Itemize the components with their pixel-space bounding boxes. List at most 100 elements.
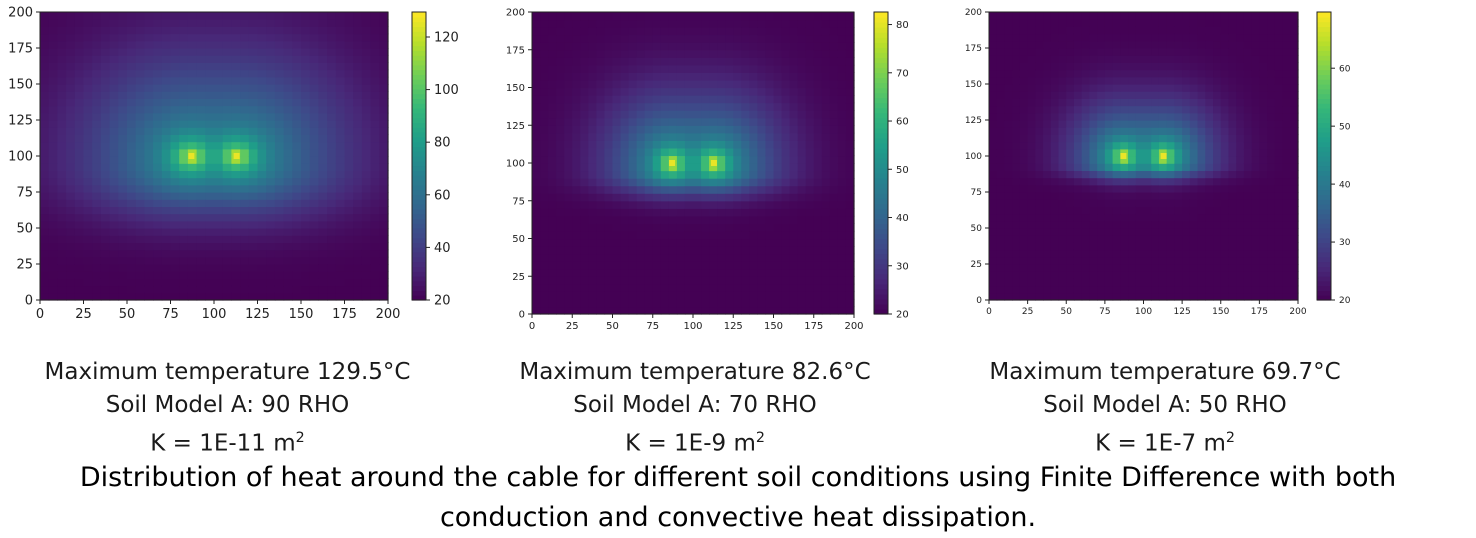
heatmap-cell xyxy=(1027,33,1036,42)
heatmap-cell xyxy=(83,235,93,243)
heatmap-cell xyxy=(170,242,180,251)
heatmap-cell xyxy=(327,84,337,92)
heatmap-cell xyxy=(996,55,1006,63)
heatmap-cell xyxy=(572,102,581,111)
heatmap-cell xyxy=(1035,98,1044,107)
heatmap-cell xyxy=(709,64,718,73)
heatmap-cell xyxy=(1128,40,1137,49)
heatmap-cell xyxy=(684,283,694,292)
heatmap-cell xyxy=(379,184,389,193)
heatmap-cell xyxy=(205,199,215,207)
heatmap-cell xyxy=(1128,12,1137,20)
heatmap-cell xyxy=(1267,76,1276,85)
heatmap-cell xyxy=(548,246,557,255)
heatmap-cell xyxy=(821,95,831,104)
heatmap-cell xyxy=(109,292,119,301)
heatmap-cell xyxy=(1267,12,1276,20)
heatmap-cell xyxy=(1236,192,1245,200)
heatmap-cell xyxy=(556,178,565,187)
heatmap-cell xyxy=(604,102,614,111)
heatmap-cell xyxy=(83,242,93,251)
heatmap-cell xyxy=(773,215,783,224)
heatmap-cell xyxy=(1112,235,1121,243)
heatmap-cell xyxy=(588,283,597,292)
heatmap-cell xyxy=(1236,220,1245,229)
heatmap-cell xyxy=(845,215,855,224)
heatmap-cell xyxy=(135,184,145,193)
heatmap-cell xyxy=(1197,91,1206,99)
heatmap-cell xyxy=(660,238,670,247)
heatmap-cell xyxy=(1213,256,1222,265)
heatmap-cell xyxy=(327,19,337,27)
heatmap-cell xyxy=(66,134,76,143)
heatmap-cell xyxy=(676,178,686,187)
heatmap-cell xyxy=(222,256,232,265)
heatmap-cell xyxy=(74,76,85,85)
heatmap-cell xyxy=(1143,141,1152,150)
heatmap-cell xyxy=(1120,76,1129,85)
heatmap-cell xyxy=(644,19,654,28)
heatmap-cell xyxy=(1274,91,1284,99)
heatmap-cell xyxy=(40,249,50,258)
heatmap-cell xyxy=(813,110,823,119)
heatmap-cell xyxy=(127,156,137,164)
heatmap-cell xyxy=(660,42,670,51)
heatmap-cell xyxy=(845,200,855,209)
heatmap-cell xyxy=(66,163,76,171)
heatmap-cell xyxy=(214,192,224,200)
heatmap-cell xyxy=(684,125,694,134)
heatmap-cell xyxy=(48,76,58,85)
heatmap-cell xyxy=(1058,285,1067,294)
heatmap-cell xyxy=(1035,134,1044,143)
heatmap-cell xyxy=(996,26,1006,35)
heatmap-cell xyxy=(1120,285,1129,294)
heatmap-cell xyxy=(153,228,163,236)
heatmap-cell xyxy=(805,230,815,240)
heatmap-cell xyxy=(361,285,372,294)
heatmap-cell xyxy=(144,127,154,135)
heatmap-cell xyxy=(540,147,549,157)
heatmap-cell xyxy=(1158,199,1168,207)
heatmap-cell xyxy=(652,155,662,164)
heatmap-cell xyxy=(1058,120,1067,128)
y-tick-label: 75 xyxy=(512,196,525,207)
heatmap-cell xyxy=(353,19,363,27)
heatmap-cell xyxy=(40,98,50,107)
heatmap-cell xyxy=(1081,228,1091,236)
heatmap-cell xyxy=(636,49,646,58)
heatmap-cell xyxy=(274,264,285,272)
heatmap-cell xyxy=(144,264,154,272)
heatmap-cell xyxy=(1158,148,1168,157)
heatmap-cell xyxy=(292,220,302,229)
heatmap-cell xyxy=(40,228,50,236)
heatmap-cell xyxy=(257,26,267,35)
heatmap-cell xyxy=(222,55,232,63)
heatmap-cell xyxy=(773,57,783,66)
heatmap-cell xyxy=(153,141,163,150)
heatmap-cell xyxy=(572,246,581,255)
heatmap-cell xyxy=(1120,55,1129,63)
heatmap-cell xyxy=(1050,206,1060,215)
heatmap-cell xyxy=(709,223,718,232)
heatmap-cell xyxy=(1104,220,1114,229)
heatmap-cell xyxy=(805,185,815,194)
heatmap-cell xyxy=(301,120,311,128)
y-tick-label: 175 xyxy=(8,42,33,57)
heatmap-cell xyxy=(66,271,76,279)
heatmap-cell xyxy=(301,199,311,207)
colorbar-segment xyxy=(412,108,426,114)
heatmap-cell xyxy=(596,193,606,202)
heatmap-cell xyxy=(144,105,154,114)
heatmap-cell xyxy=(540,87,549,96)
heatmap-cell xyxy=(1158,220,1168,229)
heatmap-cell xyxy=(344,127,354,135)
heatmap-cell xyxy=(540,42,549,51)
heatmap-cell xyxy=(580,49,589,58)
heatmap-cell xyxy=(556,193,565,202)
heatmap-cell xyxy=(805,163,815,172)
heatmap-cell xyxy=(693,87,702,96)
heatmap-cell xyxy=(813,200,823,209)
heatmap-cell xyxy=(187,256,198,265)
heatmap-cell xyxy=(83,120,93,128)
heatmap-cell xyxy=(1251,271,1260,279)
